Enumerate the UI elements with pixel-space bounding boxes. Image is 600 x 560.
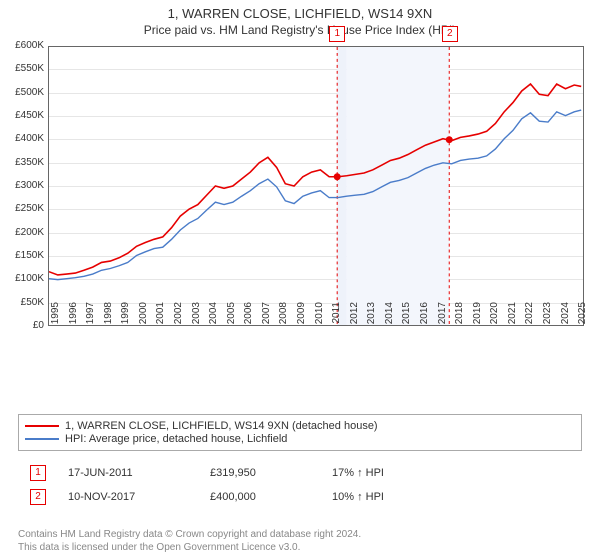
- y-axis-tick: £500K: [4, 88, 44, 98]
- legend-label: HPI: Average price, detached house, Lich…: [65, 433, 287, 445]
- x-axis-tick: 2010: [315, 302, 325, 332]
- y-axis-tick: £200K: [4, 228, 44, 238]
- x-axis-tick: 2000: [139, 302, 149, 332]
- x-axis-tick: 2025: [578, 302, 588, 332]
- x-axis-tick: 1998: [104, 302, 114, 332]
- x-axis-tick: 2007: [262, 302, 272, 332]
- x-axis-tick: 2008: [279, 302, 289, 332]
- x-axis-tick: 2003: [192, 302, 202, 332]
- footer-line: This data is licensed under the Open Gov…: [18, 541, 361, 554]
- x-axis-tick: 2012: [350, 302, 360, 332]
- x-axis-tick: 2024: [561, 302, 571, 332]
- legend-item: 1, WARREN CLOSE, LICHFIELD, WS14 9XN (de…: [25, 420, 575, 432]
- x-axis-tick: 2021: [508, 302, 518, 332]
- legend: 1, WARREN CLOSE, LICHFIELD, WS14 9XN (de…: [18, 414, 582, 451]
- chart-subtitle: Price paid vs. HM Land Registry's House …: [0, 23, 600, 37]
- y-axis-tick: £0: [4, 321, 44, 331]
- y-axis-tick: £350K: [4, 158, 44, 168]
- y-axis-tick: £50K: [4, 298, 44, 308]
- transaction-marker: 2: [30, 489, 46, 505]
- y-axis-tick: £550K: [4, 64, 44, 74]
- x-axis-tick: 2006: [244, 302, 254, 332]
- x-axis-tick: 2022: [525, 302, 535, 332]
- x-axis-tick: 2017: [438, 302, 448, 332]
- x-axis-tick: 2009: [297, 302, 307, 332]
- transaction-date: 17-JUN-2011: [58, 462, 198, 484]
- x-axis-tick: 1999: [121, 302, 131, 332]
- legend-item: HPI: Average price, detached house, Lich…: [25, 433, 575, 445]
- y-axis-tick: £250K: [4, 204, 44, 214]
- x-axis-tick: 2016: [420, 302, 430, 332]
- y-axis-tick: £450K: [4, 111, 44, 121]
- y-axis-tick: £600K: [4, 41, 44, 51]
- x-axis-tick: 2020: [490, 302, 500, 332]
- footer-attribution: Contains HM Land Registry data © Crown c…: [18, 528, 361, 554]
- x-axis-tick: 2011: [332, 302, 342, 332]
- x-axis-tick: 1996: [69, 302, 79, 332]
- transaction-delta: 17% HPI: [322, 462, 394, 484]
- transaction-delta: 10% HPI: [322, 486, 394, 508]
- chart: £0 £50K £100K £150K £200K £250K £300K £350K £400…: [0, 46, 600, 376]
- x-axis-tick: 2001: [156, 302, 166, 332]
- y-axis-tick: £100K: [4, 274, 44, 284]
- chart-title: 1, WARREN CLOSE, LICHFIELD, WS14 9XN: [0, 6, 600, 21]
- x-axis-tick: 1995: [51, 302, 61, 332]
- y-axis-tick: £300K: [4, 181, 44, 191]
- x-axis-tick: 2023: [543, 302, 553, 332]
- transaction-table: 1 17-JUN-2011£319,95017% HPI 2 10-NOV-2017£…: [18, 460, 396, 510]
- x-axis-tick: 2004: [209, 302, 219, 332]
- x-axis-tick: 2005: [227, 302, 237, 332]
- transaction-price: £400,000: [200, 486, 320, 508]
- x-axis-tick: 2018: [455, 302, 465, 332]
- transaction-date: 10-NOV-2017: [58, 486, 198, 508]
- x-axis-tick: 2015: [402, 302, 412, 332]
- footer-line: Contains HM Land Registry data © Crown c…: [18, 528, 361, 541]
- transaction-price: £319,950: [200, 462, 320, 484]
- arrow-up-icon: [357, 491, 363, 503]
- transaction-marker: 2: [442, 26, 458, 42]
- table-row: 2 10-NOV-2017£400,00010% HPI: [20, 486, 394, 508]
- y-axis-tick: £400K: [4, 134, 44, 144]
- x-axis-tick: 2014: [385, 302, 395, 332]
- x-axis-tick: 2019: [473, 302, 483, 332]
- transaction-marker: 1: [329, 26, 345, 42]
- transaction-marker: 1: [30, 465, 46, 481]
- legend-label: 1, WARREN CLOSE, LICHFIELD, WS14 9XN (de…: [65, 420, 378, 432]
- y-axis-tick: £150K: [4, 251, 44, 261]
- x-axis-tick: 2002: [174, 302, 184, 332]
- plot-area: [48, 46, 584, 326]
- x-axis-tick: 2013: [367, 302, 377, 332]
- x-axis-tick: 1997: [86, 302, 96, 332]
- table-row: 1 17-JUN-2011£319,95017% HPI: [20, 462, 394, 484]
- arrow-up-icon: [357, 467, 363, 479]
